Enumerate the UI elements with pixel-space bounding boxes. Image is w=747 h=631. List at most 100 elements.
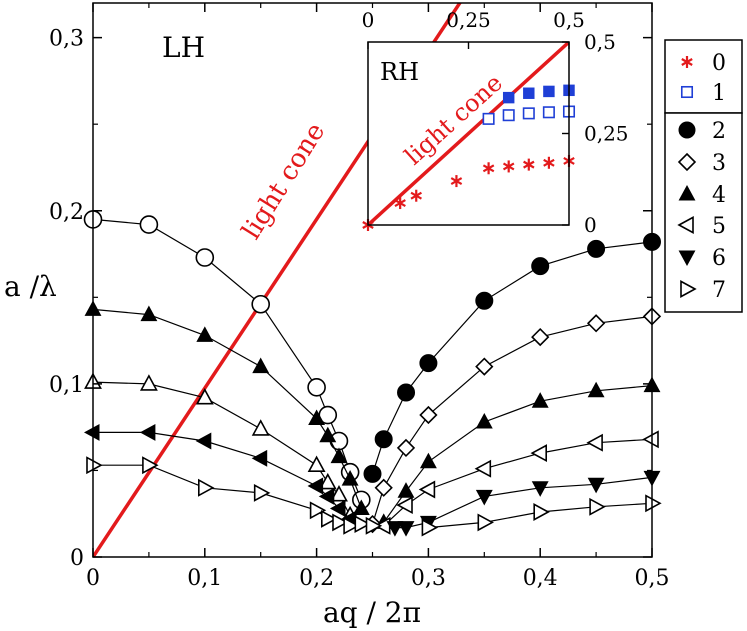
inset-data-point [523, 87, 535, 99]
legend-label: 2 [712, 119, 726, 144]
data-point [329, 500, 346, 517]
data-point [419, 452, 437, 469]
data-point [354, 515, 371, 534]
series-6 [386, 470, 661, 537]
inset-data-point [450, 175, 463, 188]
asterisk-stroke [394, 199, 406, 207]
data-point [142, 456, 159, 475]
legend-entry-7: 7 [680, 278, 726, 303]
data-point [195, 248, 215, 267]
legend-marker [678, 121, 696, 139]
x-tick-label: 0,4 [523, 566, 558, 591]
data-point [397, 383, 416, 402]
legend-entry-2: 2 [678, 119, 726, 144]
data-point [318, 472, 337, 490]
series-line [92, 218, 362, 501]
series-5 [374, 430, 659, 535]
asterisk-stroke [681, 58, 693, 66]
light-cone-label: light cone [236, 118, 331, 245]
data-point [251, 449, 268, 467]
data-point [139, 215, 159, 234]
y-tick-label: 0,2 [49, 200, 84, 225]
series-7 [86, 456, 383, 535]
data-point [252, 357, 270, 374]
data-point [587, 239, 606, 258]
legend-label: 7 [712, 278, 726, 303]
data-point [253, 483, 271, 502]
inset-x-tick-label: 0,5 [553, 8, 585, 32]
data-point [421, 518, 439, 537]
inset-data-point [523, 158, 535, 171]
inset-data-point [543, 85, 555, 98]
legend-label: 6 [712, 246, 726, 271]
y-axis-label: a /λ [4, 270, 57, 303]
inset-data-point [394, 197, 406, 210]
data-point [343, 516, 360, 535]
data-point [419, 354, 438, 373]
legend-box-top [664, 39, 743, 114]
data-point [332, 513, 349, 532]
inset-data-point [482, 162, 495, 175]
data-point [309, 501, 327, 520]
data-point [475, 357, 494, 376]
data-point [86, 456, 103, 475]
x-tick-label: 0,2 [299, 566, 334, 591]
data-point [330, 485, 348, 502]
y-tick-label: 0,1 [49, 373, 84, 398]
data-point [307, 477, 324, 495]
data-point [531, 327, 550, 347]
data-point [195, 432, 212, 450]
data-point [140, 305, 158, 322]
data-point [139, 374, 158, 391]
inset-y-tick-label: 0,25 [584, 122, 629, 146]
inset-data-point [502, 160, 515, 173]
legend-marker [677, 152, 697, 172]
data-point [198, 478, 215, 497]
data-point [320, 509, 338, 528]
inset-data-point [482, 112, 495, 125]
legend-marker [677, 216, 694, 234]
region-label-lh: LH [162, 31, 205, 64]
inset-y-tick-label: 0 [584, 213, 597, 237]
legend-marker [681, 56, 693, 68]
series-line [371, 315, 653, 525]
data-point [645, 494, 662, 513]
data-point [196, 326, 214, 342]
data-point [330, 447, 348, 464]
asterisk-stroke [543, 158, 555, 167]
data-point [374, 430, 393, 449]
legend-label: 3 [712, 151, 726, 176]
data-point [531, 392, 549, 408]
y-tick-label: 0 [70, 546, 84, 571]
legend-marker [678, 250, 696, 267]
data-point [418, 480, 436, 499]
data-point [587, 477, 605, 494]
main-plot: light cone 0 0,1 0,2 0,3 0,4 0,5 0 0,1 0,2 0,3 [49, 2, 670, 591]
legend-entry-3: 3 [677, 151, 726, 176]
data-point [586, 433, 603, 452]
legend-entry-1: 1 [680, 81, 726, 106]
data-point [307, 378, 326, 397]
data-point [251, 419, 270, 436]
data-point [307, 455, 326, 473]
legend-entry-4: 4 [678, 183, 726, 208]
y-tick-label: 0,3 [49, 27, 84, 52]
series-line [92, 381, 351, 516]
asterisk-stroke [482, 164, 495, 173]
legend-marker [680, 280, 697, 298]
asterisk-stroke [410, 191, 422, 200]
data-point [139, 423, 156, 441]
series-3 [363, 307, 662, 534]
inset-data-point [543, 156, 555, 169]
x-tick-label: 0,5 [635, 566, 670, 591]
series-5b [83, 423, 357, 528]
data-point [397, 482, 415, 498]
legend-label: 4 [712, 183, 726, 208]
data-point [474, 459, 492, 478]
x-tick-label: 0,1 [187, 566, 222, 591]
data-point [475, 412, 493, 429]
inset-y-tick-label: 0,5 [584, 30, 616, 54]
data-point [531, 257, 550, 276]
